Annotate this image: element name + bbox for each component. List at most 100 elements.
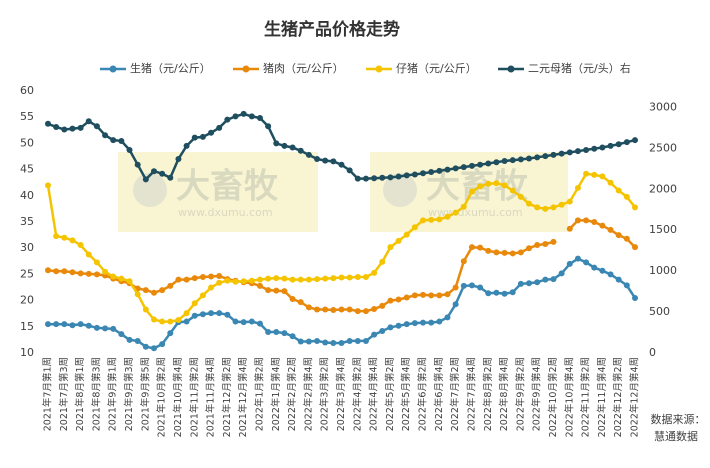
- y2-tick-label: 1500: [649, 223, 677, 236]
- point: [175, 276, 182, 283]
- series: [45, 110, 638, 183]
- point: [199, 133, 206, 140]
- point: [493, 159, 500, 166]
- x-tick-label: 2022年6月第4周: [433, 357, 445, 431]
- point: [330, 340, 337, 347]
- point: [281, 142, 288, 149]
- point: [175, 316, 182, 323]
- y-tick-label: 30: [20, 241, 34, 254]
- point: [632, 204, 638, 211]
- x-tick-label: 2022年10月第4周: [563, 357, 575, 437]
- point: [167, 174, 174, 181]
- x-tick-label: 2022年7月第4周: [465, 357, 477, 431]
- point: [61, 268, 68, 275]
- point: [460, 258, 467, 265]
- point: [623, 235, 630, 242]
- point: [45, 267, 51, 274]
- point: [542, 276, 549, 283]
- point: [183, 276, 190, 283]
- point: [191, 134, 198, 141]
- x-tick-label: 2021年11月第4周: [205, 357, 217, 437]
- point: [61, 321, 68, 328]
- point: [273, 140, 280, 147]
- point: [379, 258, 386, 265]
- point: [208, 273, 215, 280]
- x-tick-label: 2021年9月第3周: [123, 357, 135, 431]
- point: [265, 329, 272, 336]
- point: [607, 271, 614, 278]
- point: [126, 278, 133, 285]
- point: [485, 247, 492, 254]
- y-tick-label: 20: [20, 294, 34, 307]
- point: [208, 310, 215, 317]
- y-tick-label: 55: [20, 110, 34, 123]
- point: [53, 124, 60, 131]
- point: [85, 251, 92, 258]
- point: [436, 318, 443, 325]
- point: [175, 155, 182, 162]
- point: [69, 125, 76, 132]
- point: [468, 244, 475, 251]
- point: [77, 270, 84, 277]
- point: [346, 306, 353, 313]
- point: [395, 237, 402, 244]
- point: [583, 217, 590, 224]
- point: [599, 144, 606, 151]
- point: [444, 291, 451, 298]
- point: [387, 324, 394, 331]
- point: [248, 277, 255, 284]
- point: [420, 291, 427, 298]
- y2-tick-label: 500: [649, 305, 670, 318]
- point: [420, 170, 427, 177]
- point: [428, 169, 435, 176]
- point: [509, 157, 516, 164]
- legend-marker: [109, 65, 117, 73]
- x-tick-label: 2022年8月第2周: [482, 357, 494, 431]
- point: [159, 318, 166, 325]
- point: [142, 176, 149, 183]
- point: [436, 292, 443, 299]
- point: [322, 306, 329, 313]
- x-tick-label: 2021年7月第3周: [58, 357, 70, 431]
- x-tick-label: 2021年8月第3周: [90, 357, 102, 431]
- point: [126, 336, 133, 343]
- point: [387, 244, 394, 251]
- point: [256, 115, 263, 122]
- point: [159, 287, 166, 294]
- legend-label: 猪肉（元/公斤）: [263, 62, 344, 75]
- point: [85, 118, 92, 125]
- point: [93, 123, 100, 130]
- point: [550, 276, 557, 283]
- source-note: 数据来源：: [651, 412, 706, 426]
- x-tick-label: 2022年3月第4周: [335, 357, 347, 431]
- point: [93, 324, 100, 331]
- point: [134, 337, 141, 344]
- x-tick-label: 2022年10月第2周: [547, 357, 559, 437]
- point: [566, 260, 573, 267]
- point: [191, 312, 198, 319]
- point: [428, 319, 435, 326]
- point: [550, 151, 557, 158]
- point: [485, 180, 492, 187]
- point: [583, 259, 590, 266]
- point: [501, 182, 508, 189]
- y-tick-label: 25: [20, 267, 34, 280]
- point: [623, 282, 630, 289]
- point: [322, 339, 329, 346]
- point: [224, 116, 231, 123]
- watermark-url: www.dxumu.com: [178, 206, 273, 219]
- x-tick-label: 2021年10月第2周: [156, 357, 168, 437]
- y-tick-label: 15: [20, 320, 34, 333]
- point: [338, 306, 345, 313]
- point: [591, 264, 598, 271]
- point: [509, 250, 516, 257]
- point: [452, 209, 459, 216]
- point: [493, 249, 500, 256]
- x-tick-label: 2021年9月第1周: [107, 357, 119, 431]
- point: [224, 311, 231, 318]
- point: [354, 175, 361, 182]
- point: [395, 296, 402, 303]
- point: [526, 280, 533, 287]
- point: [142, 287, 149, 294]
